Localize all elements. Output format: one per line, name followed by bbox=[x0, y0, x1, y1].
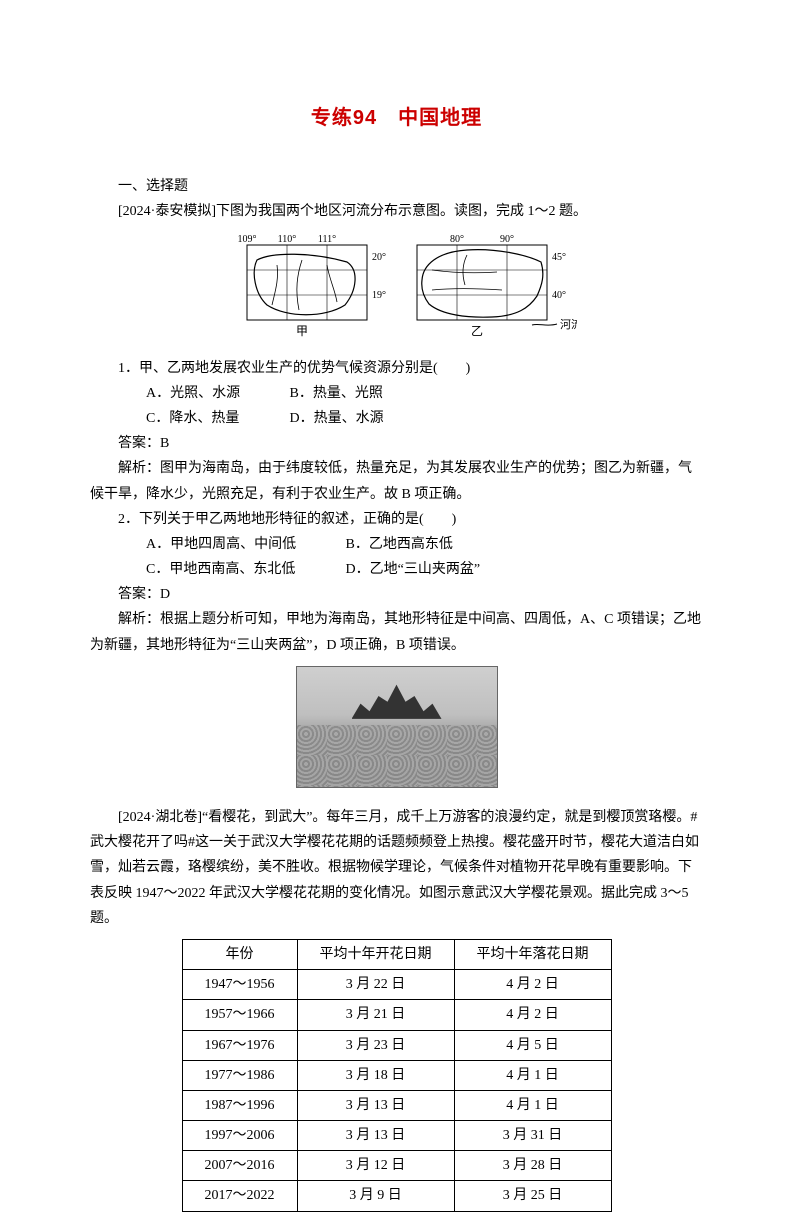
cell: 2017～2022 bbox=[182, 1181, 297, 1211]
table-row: 1997～20063 月 13 日3 月 31 日 bbox=[182, 1121, 611, 1151]
map-svg: 109° 110° 111° 20° 19° 甲 80° bbox=[217, 230, 577, 340]
table-row: 2007～20163 月 12 日3 月 28 日 bbox=[182, 1151, 611, 1181]
cell: 3 月 12 日 bbox=[297, 1151, 454, 1181]
q35-intro: [2024·湖北卷]“看樱花，到武大”。每年三月，成千上万游客的浪漫约定，就是到… bbox=[90, 805, 703, 931]
cell: 1967～1976 bbox=[182, 1030, 297, 1060]
cell: 3 月 9 日 bbox=[297, 1181, 454, 1211]
th-bloom: 平均十年开花日期 bbox=[297, 939, 454, 969]
cell: 1947～1956 bbox=[182, 970, 297, 1000]
cell: 1977～1986 bbox=[182, 1060, 297, 1090]
q2-opt-c: C．甲地西南高、东北低 bbox=[118, 557, 314, 582]
map-right-lon-90: 90° bbox=[500, 234, 514, 245]
cell: 3 月 31 日 bbox=[454, 1121, 611, 1151]
cell: 3 月 28 日 bbox=[454, 1151, 611, 1181]
cell: 4 月 1 日 bbox=[454, 1060, 611, 1090]
q1-explain: 解析：图甲为海南岛，由于纬度较低，热量充足，为其发展农业生产的优势；图乙为新疆，… bbox=[90, 456, 703, 506]
q1-opt-a: A．光照、水源 bbox=[118, 381, 258, 406]
map-left-lon-109: 109° bbox=[237, 234, 256, 245]
photo-figure bbox=[90, 666, 703, 797]
q1-answer: 答案：B bbox=[90, 431, 703, 456]
cell: 3 月 13 日 bbox=[297, 1121, 454, 1151]
cell: 1987～1996 bbox=[182, 1090, 297, 1120]
cherry-blossom-photo bbox=[296, 666, 498, 788]
cell: 3 月 21 日 bbox=[297, 1000, 454, 1030]
cell: 3 月 25 日 bbox=[454, 1181, 611, 1211]
table-row: 1977～19863 月 18 日4 月 1 日 bbox=[182, 1060, 611, 1090]
q1-opt-c: C．降水、热量 bbox=[118, 406, 258, 431]
map-right-caption: 乙 bbox=[470, 324, 482, 338]
map-left-caption: 甲 bbox=[295, 324, 307, 338]
q12-intro: [2024·泰安模拟]下图为我国两个地区河流分布示意图。读图，完成 1～2 题。 bbox=[90, 199, 703, 224]
cell: 3 月 13 日 bbox=[297, 1090, 454, 1120]
q2-opt-d: D．乙地“三山夹两盆” bbox=[318, 557, 481, 582]
q2-stem: 2．下列关于甲乙两地地形特征的叙述，正确的是( ) bbox=[90, 507, 703, 532]
map-right-lat-45: 45° bbox=[552, 252, 566, 263]
map-right-lat-40: 40° bbox=[552, 290, 566, 301]
cell: 4 月 5 日 bbox=[454, 1030, 611, 1060]
table-row: 2017～20223 月 9 日3 月 25 日 bbox=[182, 1181, 611, 1211]
page-title: 专练94 中国地理 bbox=[90, 100, 703, 136]
map-left-lat-19: 19° bbox=[372, 290, 386, 301]
cell: 1957～1966 bbox=[182, 1000, 297, 1030]
cell: 1997～2006 bbox=[182, 1121, 297, 1151]
q2-answer: 答案：D bbox=[90, 582, 703, 607]
q2-explain: 解析：根据上题分析可知，甲地为海南岛，其地形特征是中间高、四周低，A、C 项错误… bbox=[90, 607, 703, 657]
q2-opt-a: A．甲地四周高、中间低 bbox=[118, 532, 314, 557]
cell: 4 月 2 日 bbox=[454, 970, 611, 1000]
cell: 3 月 18 日 bbox=[297, 1060, 454, 1090]
cell: 4 月 1 日 bbox=[454, 1090, 611, 1120]
map-left-lon-111: 111° bbox=[317, 234, 335, 245]
map-right-lon-80: 80° bbox=[450, 234, 464, 245]
q2-opts-row2: C．甲地西南高、东北低 D．乙地“三山夹两盆” bbox=[90, 557, 703, 582]
table-body: 1947～19563 月 22 日4 月 2 日 1957～19663 月 21… bbox=[182, 970, 611, 1212]
th-year: 年份 bbox=[182, 939, 297, 969]
q1-opts-row2: C．降水、热量 D．热量、水源 bbox=[90, 406, 703, 431]
q2-opt-b: B．乙地西高东低 bbox=[318, 532, 453, 557]
q1-stem: 1．甲、乙两地发展农业生产的优势气候资源分别是( ) bbox=[90, 356, 703, 381]
cell: 2007～2016 bbox=[182, 1151, 297, 1181]
table-row: 1967～19763 月 23 日4 月 5 日 bbox=[182, 1030, 611, 1060]
table-row: 1947～19563 月 22 日4 月 2 日 bbox=[182, 970, 611, 1000]
page: 专练94 中国地理 一、选择题 [2024·泰安模拟]下图为我国两个地区河流分布… bbox=[0, 0, 793, 1122]
table-row: 1987～19963 月 13 日4 月 1 日 bbox=[182, 1090, 611, 1120]
q2-opts-row1: A．甲地四周高、中间低 B．乙地西高东低 bbox=[90, 532, 703, 557]
q1-opts-row1: A．光照、水源 B．热量、光照 bbox=[90, 381, 703, 406]
th-fall: 平均十年落花日期 bbox=[454, 939, 611, 969]
q1-opt-d: D．热量、水源 bbox=[262, 406, 384, 431]
map-figure: 109° 110° 111° 20° 19° 甲 80° bbox=[90, 230, 703, 349]
flower-table: 年份 平均十年开花日期 平均十年落花日期 1947～19563 月 22 日4 … bbox=[182, 939, 612, 1212]
table-row: 1957～19663 月 21 日4 月 2 日 bbox=[182, 1000, 611, 1030]
map-legend-river: 河流 bbox=[560, 317, 577, 331]
table-header-row: 年份 平均十年开花日期 平均十年落花日期 bbox=[182, 939, 611, 969]
cell: 4 月 2 日 bbox=[454, 1000, 611, 1030]
cell: 3 月 22 日 bbox=[297, 970, 454, 1000]
cell: 3 月 23 日 bbox=[297, 1030, 454, 1060]
q1-opt-b: B．热量、光照 bbox=[262, 381, 383, 406]
map-left-lat-20: 20° bbox=[372, 252, 386, 263]
section-heading: 一、选择题 bbox=[90, 174, 703, 199]
map-left-lon-110: 110° bbox=[277, 234, 296, 245]
